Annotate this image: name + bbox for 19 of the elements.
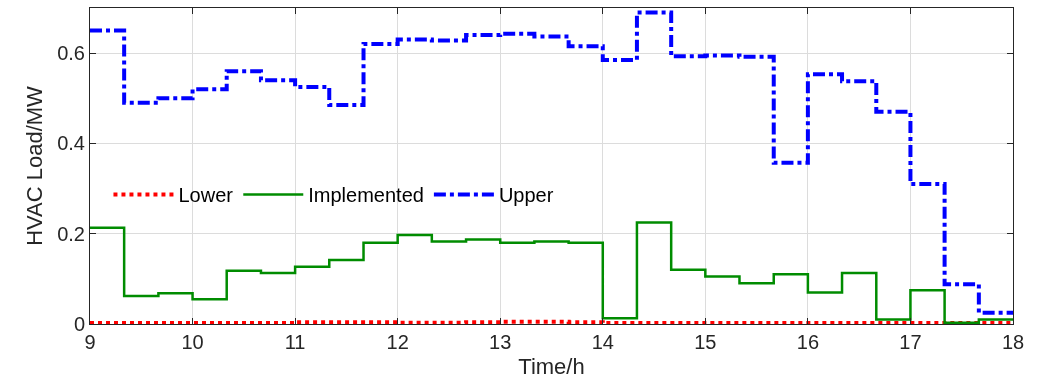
x-tick-label: 18 (1001, 331, 1025, 353)
y-tick-label: 0 (73, 313, 85, 335)
x-tick-label: 9 (84, 331, 96, 353)
x-tick-label: 14 (591, 331, 614, 353)
y-tick-label: 0.2 (57, 222, 85, 245)
x-tick-label: 11 (284, 331, 306, 353)
y-axis-title: HVAC Load/MW (21, 85, 47, 246)
x-tick-label: 12 (386, 331, 409, 353)
x-tick-label: 15 (694, 331, 717, 353)
x-axis-title: Time/h (518, 353, 585, 379)
x-tick-label: 17 (899, 331, 922, 353)
x-tick-label: 10 (181, 331, 204, 353)
x-tick-label: 16 (796, 331, 820, 353)
y-tick-label: 0.4 (57, 132, 85, 155)
legend-label: Upper (498, 184, 554, 207)
legend-label: Lower (178, 184, 234, 207)
x-tick-label: 13 (489, 331, 512, 353)
legend-label: Implemented (308, 184, 424, 207)
y-tick-label: 0.6 (57, 42, 85, 65)
